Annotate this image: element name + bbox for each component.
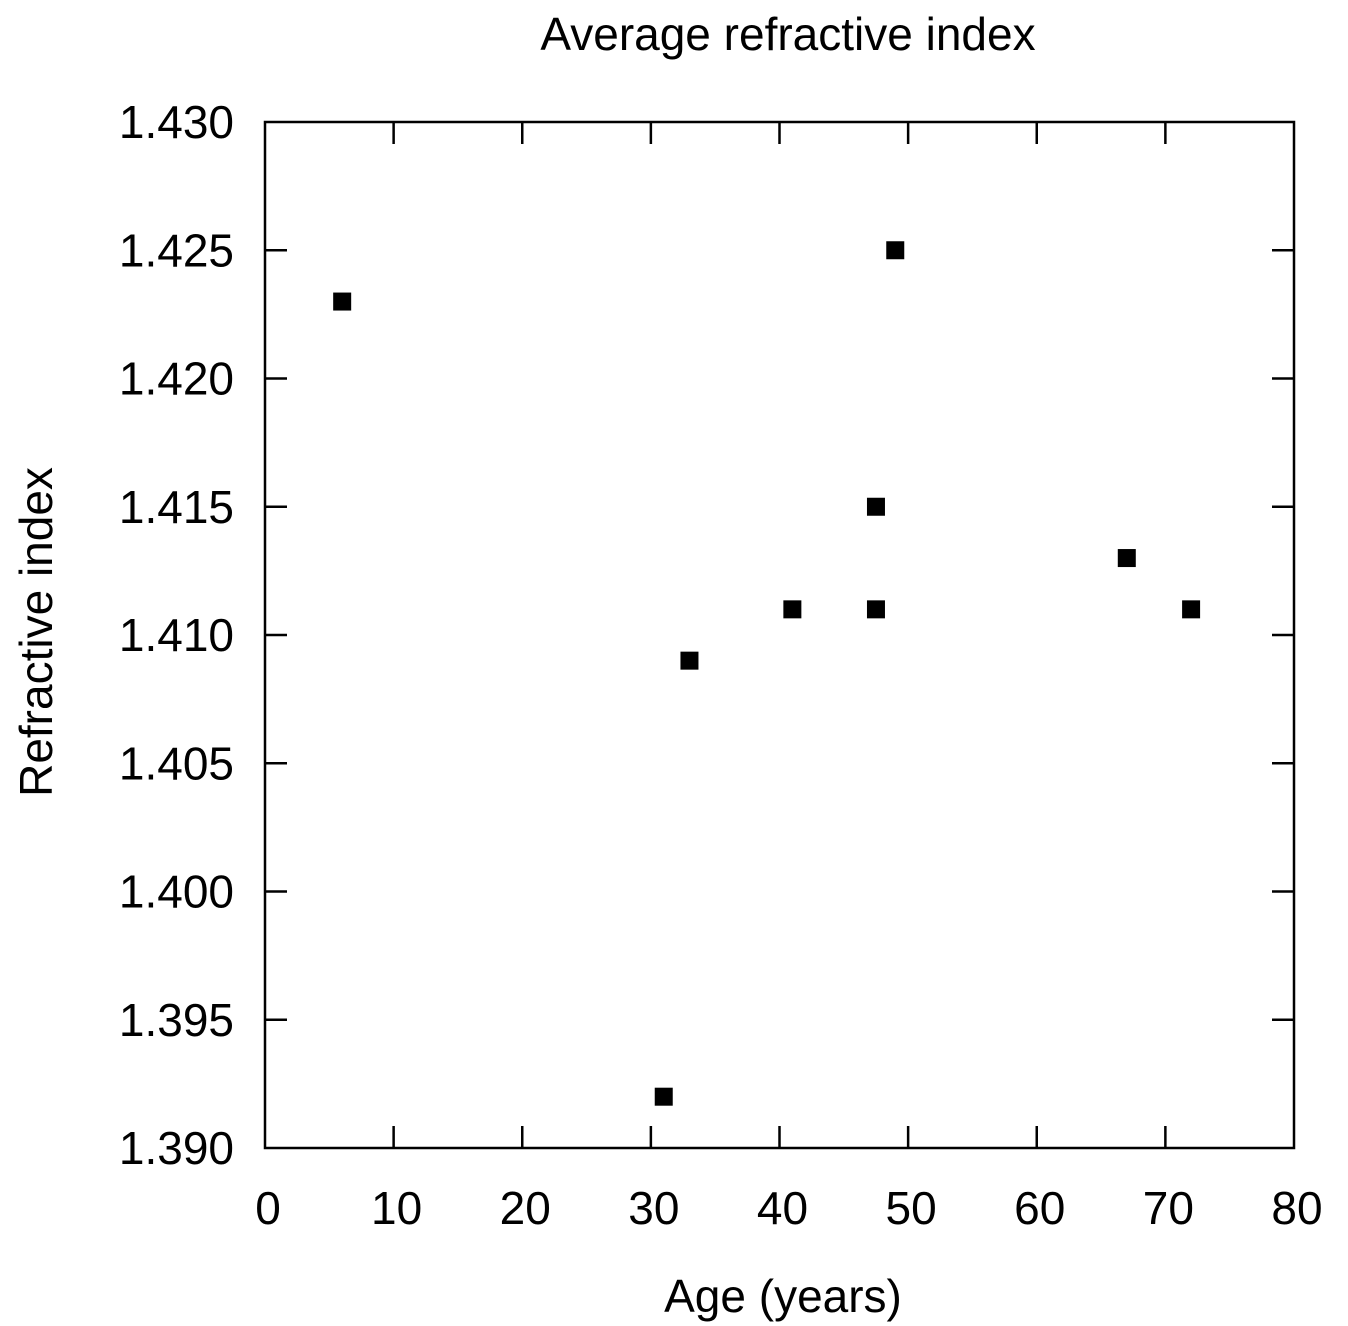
data-point [333, 292, 352, 311]
y-tick-label: 1.405 [119, 737, 234, 789]
tick-labels: 0 10 20 30 40 50 60 70 80 1.390 1.395 1.400 1.405 1.4… [119, 96, 1323, 1234]
x-tick-label: 60 [1014, 1182, 1065, 1234]
y-tick-label: 1.390 [119, 1122, 234, 1174]
data-point [886, 241, 905, 260]
y-tick-label: 1.395 [119, 994, 234, 1046]
axis-ticks [265, 122, 1294, 1148]
y-tick-label: 1.400 [119, 866, 234, 918]
y-tick-label: 1.410 [119, 609, 234, 661]
data-points [333, 241, 1201, 1106]
x-tick-label: 0 [255, 1182, 281, 1234]
x-tick-label: 80 [1271, 1182, 1322, 1234]
data-point [654, 1087, 673, 1106]
data-point [1117, 549, 1136, 568]
y-axis-label: Refractive index [10, 467, 62, 797]
x-tick-label: 50 [886, 1182, 937, 1234]
chart-title: Average refractive index [540, 8, 1035, 60]
y-tick-label: 1.430 [119, 96, 234, 148]
x-tick-label: 30 [628, 1182, 679, 1234]
y-tick-label: 1.425 [119, 224, 234, 276]
y-tick-label: 1.420 [119, 353, 234, 405]
x-tick-label: 70 [1143, 1182, 1194, 1234]
y-tick-label: 1.415 [119, 481, 234, 533]
plot-frame [263, 120, 1296, 1150]
data-point [866, 600, 885, 619]
x-tick-label: 10 [371, 1182, 422, 1234]
data-point [783, 600, 802, 619]
data-point [1182, 600, 1201, 619]
data-point [866, 497, 885, 516]
x-axis-label: Age (years) [664, 1270, 902, 1322]
data-point [680, 651, 699, 670]
x-tick-label: 40 [757, 1182, 808, 1234]
x-tick-label: 20 [500, 1182, 551, 1234]
